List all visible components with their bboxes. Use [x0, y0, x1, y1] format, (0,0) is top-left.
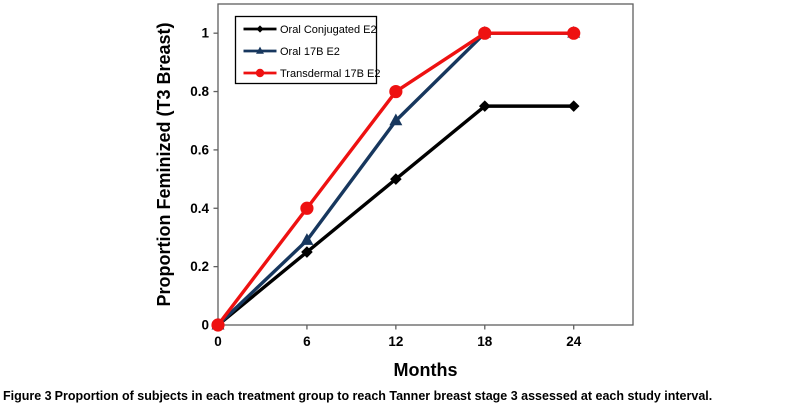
diamond-marker: [567, 100, 580, 112]
triangle-marker: [389, 113, 403, 126]
triangle-marker: [300, 233, 314, 245]
y-axis-tick-label: 0: [201, 318, 209, 333]
legend-item-label: Oral Conjugated E2: [280, 24, 377, 36]
x-axis-tick-label: 18: [477, 334, 493, 349]
line-chart: 0 6 12 18 24 0 0.2 0.4 0.6 0.8 1 Months Proportion F…: [154, 3, 634, 380]
diamond-icon: [256, 25, 264, 33]
diamond-marker: [301, 246, 313, 258]
circle-marker: [211, 318, 225, 332]
circle-marker: [389, 84, 403, 99]
diamond-marker: [478, 100, 491, 112]
x-axis-tick-label: 24: [566, 334, 582, 349]
figure-caption-label: Figure 3: [3, 389, 52, 403]
legend: Oral Conjugated E2 Oral 17B E2 Transdermal…: [234, 15, 380, 85]
legend-item-label: Oral 17B E2: [280, 46, 340, 58]
series-transdermal-17b-e2: [211, 26, 581, 332]
y-axis-tick-label: 1: [201, 26, 209, 41]
circle-marker: [478, 26, 492, 40]
circle-marker: [567, 26, 581, 40]
y-axis-tick-label: 0.2: [190, 259, 209, 274]
figure-caption-text: Proportion of subjects in each treatment…: [54, 389, 713, 403]
x-axis-tick-label: 0: [214, 334, 222, 349]
legend-item-transdermal-17b-e2: Transdermal 17B E2: [243, 68, 380, 80]
legend-item-oral-17b-e2: Oral 17B E2: [243, 46, 340, 58]
x-axis-title: Months: [394, 360, 458, 380]
legend-item-label: Transdermal 17B E2: [280, 68, 380, 80]
y-axis-tick-label: 0.8: [190, 84, 209, 99]
x-axis-tick-label: 12: [388, 334, 403, 349]
x-axis-tick-label: 6: [303, 334, 311, 349]
y-axis-tick-label: 0.6: [190, 142, 209, 157]
figure-caption: Figure 3 Proportion of subjects in each t…: [3, 389, 793, 403]
diamond-marker: [390, 173, 402, 185]
triangle-icon: [256, 46, 264, 54]
circle-icon: [255, 68, 265, 78]
y-axis-title: Proportion Feminized (T3 Breast): [154, 22, 174, 306]
y-axis-tick-label: 0.4: [190, 201, 209, 216]
legend-item-oral-conjugated-e2: Oral Conjugated E2: [243, 24, 377, 36]
circle-marker: [300, 201, 314, 215]
